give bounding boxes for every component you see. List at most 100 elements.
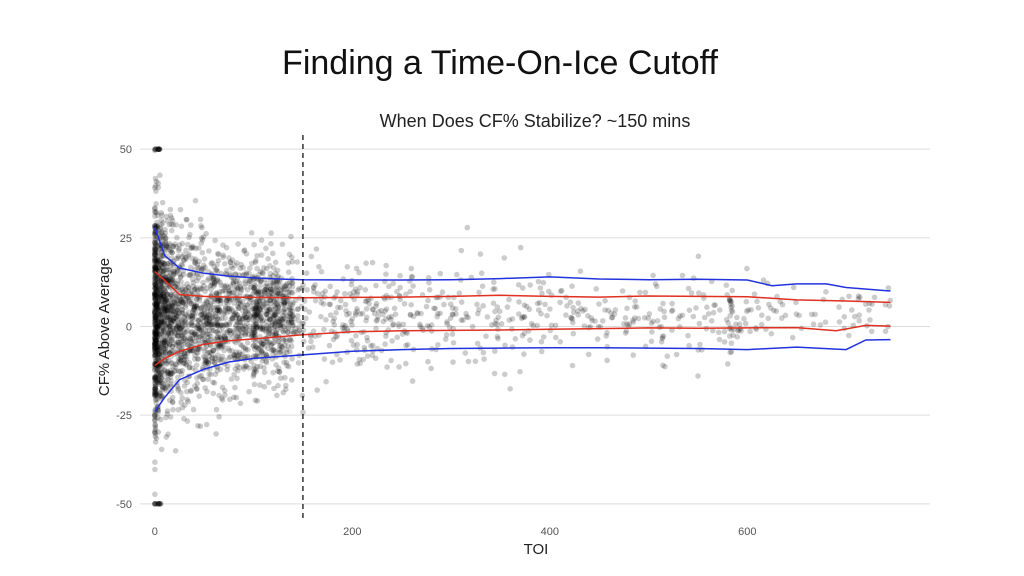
data-point xyxy=(178,298,184,305)
data-point xyxy=(278,347,285,354)
data-point xyxy=(161,296,167,303)
data-point xyxy=(208,300,214,307)
data-point xyxy=(166,324,173,330)
data-point xyxy=(546,271,552,278)
data-point xyxy=(710,309,717,316)
data-point xyxy=(183,361,189,367)
data-point xyxy=(255,289,262,296)
data-point xyxy=(462,350,469,356)
data-point xyxy=(155,212,161,219)
data-point xyxy=(175,320,182,327)
data-point xyxy=(167,272,173,279)
data-point xyxy=(152,343,158,350)
data-point xyxy=(535,307,542,313)
data-point xyxy=(193,310,199,317)
data-point xyxy=(502,371,508,378)
data-point xyxy=(278,317,285,324)
data-point xyxy=(203,300,209,306)
data-point xyxy=(208,333,214,340)
data-point xyxy=(156,278,162,285)
data-point xyxy=(185,241,191,248)
data-point xyxy=(285,343,292,350)
data-point xyxy=(281,299,288,306)
data-point xyxy=(287,313,293,319)
data-point xyxy=(248,230,255,236)
data-point xyxy=(287,307,294,314)
data-point xyxy=(239,307,245,313)
data-point xyxy=(152,241,159,248)
data-point xyxy=(156,368,163,374)
data-point xyxy=(356,356,363,363)
data-point xyxy=(209,275,216,282)
data-point xyxy=(200,234,207,240)
data-point xyxy=(215,352,221,358)
data-point xyxy=(268,322,274,329)
data-point xyxy=(153,345,160,352)
data-point xyxy=(170,317,176,324)
data-point xyxy=(418,310,424,317)
data-point xyxy=(192,303,199,310)
data-point xyxy=(162,240,169,247)
data-point xyxy=(340,322,346,328)
data-point xyxy=(154,303,160,310)
data-point xyxy=(392,311,399,318)
data-point xyxy=(152,242,158,248)
data-point xyxy=(283,359,290,366)
data-point xyxy=(348,281,355,288)
data-point xyxy=(195,317,202,324)
data-point xyxy=(188,245,195,252)
data-point xyxy=(231,312,238,319)
data-point xyxy=(225,306,231,312)
data-point xyxy=(194,261,201,268)
data-point xyxy=(152,375,159,381)
data-point xyxy=(492,308,498,315)
data-point xyxy=(493,317,499,324)
data-point xyxy=(373,300,380,307)
data-point xyxy=(790,284,797,291)
data-point xyxy=(156,299,162,306)
data-point xyxy=(208,282,215,288)
data-point xyxy=(170,406,176,413)
data-point xyxy=(405,342,411,348)
data-point xyxy=(243,302,249,309)
data-point xyxy=(153,178,159,185)
data-point xyxy=(527,337,533,343)
data-point xyxy=(244,287,251,293)
data-point xyxy=(153,266,159,273)
data-point xyxy=(152,311,158,318)
data-point xyxy=(192,258,198,264)
data-point xyxy=(161,305,168,312)
data-point xyxy=(270,340,276,347)
data-point xyxy=(211,280,218,286)
data-point xyxy=(303,270,310,277)
data-point xyxy=(257,306,263,313)
data-point xyxy=(246,281,252,287)
data-point xyxy=(154,259,161,266)
data-point xyxy=(717,307,723,313)
data-point xyxy=(152,374,159,381)
data-point xyxy=(152,147,158,154)
data-point xyxy=(192,329,198,336)
data-point xyxy=(526,306,533,313)
data-point xyxy=(264,283,271,290)
data-point xyxy=(407,312,414,318)
data-point xyxy=(191,305,198,311)
data-point xyxy=(270,282,277,288)
data-point xyxy=(189,347,195,354)
data-point xyxy=(167,374,174,380)
data-point xyxy=(253,319,260,325)
data-point xyxy=(255,302,261,308)
data-point xyxy=(164,306,170,313)
data-point xyxy=(213,304,219,310)
data-point xyxy=(321,356,328,362)
data-point xyxy=(153,290,160,296)
data-point xyxy=(170,348,176,354)
data-point xyxy=(274,326,281,333)
data-point xyxy=(218,282,224,289)
data-point xyxy=(175,356,182,362)
data-point xyxy=(282,306,288,312)
data-point xyxy=(200,314,206,321)
data-point xyxy=(154,344,161,350)
data-point xyxy=(206,321,212,327)
data-point xyxy=(267,297,274,304)
